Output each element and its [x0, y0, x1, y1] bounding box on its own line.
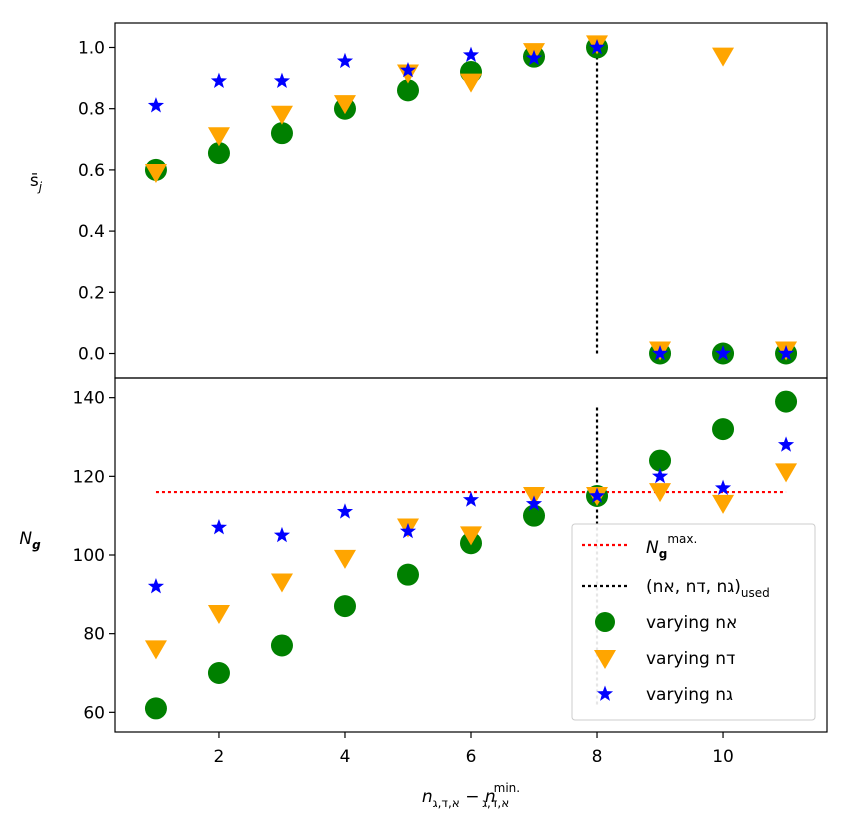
- bottom-circle-point: [270, 634, 293, 657]
- legend-used-label: (nא, nד, nג)used: [646, 577, 770, 600]
- bottom-circle-point: [649, 449, 672, 472]
- bottom-ytick-label: 80: [83, 625, 105, 645]
- bottom-star-point: [651, 467, 669, 484]
- bottom-triangle-down-point: [460, 526, 482, 546]
- top-ytick-label: 1.0: [78, 38, 105, 58]
- bottom-circle-point: [396, 563, 419, 586]
- bottom-ytick-label: 60: [83, 703, 105, 723]
- top-circle-point: [270, 122, 293, 145]
- xtick-label: 10: [712, 747, 734, 767]
- legend-star-swatch: [596, 685, 614, 701]
- top-star-point: [273, 72, 291, 89]
- top-triangle-down-point: [207, 127, 230, 147]
- bottom-star-point: [714, 479, 732, 496]
- bottom-triangle-down-point: [712, 494, 735, 514]
- bottom-triangle-down-point: [270, 573, 293, 593]
- top-star-point: [714, 345, 732, 361]
- top-ylabel: s̄j: [30, 171, 43, 194]
- bottom-star-point: [273, 526, 291, 543]
- top-star-point: [210, 72, 228, 89]
- bottom-triangle-down-point: [775, 463, 798, 483]
- top-ytick-label: 0.4: [78, 222, 105, 242]
- top-ytick-label: 0.0: [78, 345, 105, 365]
- bottom-triangle-down-point: [333, 549, 356, 569]
- bottom-x-ticks: 2 4 6 8 10: [214, 732, 734, 767]
- top-star-point: [462, 46, 480, 63]
- bottom-star-point: [462, 491, 480, 507]
- top-ytick-label: 0.2: [78, 283, 105, 303]
- x-axis-label: nא,ד,ג − nmin. א,ד,ג: [422, 781, 520, 810]
- bottom-star-point: [399, 522, 417, 539]
- bottom-circle-point: [712, 418, 735, 441]
- bottom-circle-point: [144, 697, 167, 720]
- top-ytick-label: 0.6: [78, 161, 105, 181]
- bottom-ytick-label: 140: [73, 389, 105, 409]
- top-circle-point: [207, 142, 230, 165]
- bottom-ytick-label: 120: [73, 467, 105, 487]
- bottom-triangle-down-point: [207, 605, 230, 624]
- bottom-star-point: [525, 495, 543, 511]
- bottom-ytick-label: 100: [73, 546, 105, 566]
- legend-circle-label: varying nא: [646, 613, 737, 633]
- top-star-point: [588, 38, 606, 55]
- top-triangle-down-point: [144, 163, 167, 183]
- bottom-star-point: [336, 503, 354, 519]
- top-triangle-down-point: [333, 95, 356, 115]
- bottom-circle-point: [333, 595, 356, 618]
- bottom-triangle-down-point: [144, 640, 167, 660]
- legend: Ngmax. (nא, nד, nג)used varying nא varyi…: [571, 523, 816, 721]
- top-star-point: [651, 345, 669, 361]
- bottom-star-point: [147, 577, 165, 594]
- top-star-point: [336, 52, 354, 69]
- top-triangle-down-point: [712, 47, 735, 67]
- legend-star-shape: [596, 685, 614, 701]
- top-ytick-label: 0.8: [78, 100, 105, 120]
- legend-box: [571, 523, 816, 721]
- legend-nmax-label: Ngmax.: [646, 532, 697, 561]
- top-circle-point: [396, 79, 419, 102]
- top-star-point: [399, 61, 417, 78]
- top-triangle-down-point: [460, 73, 482, 93]
- bottom-circle-point: [523, 504, 546, 527]
- legend-triangle-swatch: [594, 650, 616, 669]
- bottom-star-point: [777, 436, 795, 452]
- bottom-star-point: [210, 518, 228, 535]
- bottom-ylabel: Ng: [19, 529, 41, 552]
- xtick-label: 2: [214, 747, 225, 767]
- xtick-label: 8: [592, 747, 603, 767]
- top-panel: 0.0 0.2 0.4 0.6 0.8 1.0 s̄j: [30, 22, 828, 379]
- top-star-point: [525, 49, 543, 66]
- bottom-triangle-down-point: [649, 483, 672, 503]
- bottom-markers: [144, 390, 798, 720]
- bottom-circle-point: [775, 390, 798, 413]
- top-triangle-down-point: [270, 105, 293, 125]
- legend-star-label: varying nג: [646, 685, 733, 705]
- bottom-y-ticks: 60 80 100 120 140: [73, 389, 115, 723]
- top-star-point: [147, 97, 165, 113]
- bottom-circle-point: [207, 662, 230, 684]
- xtick-label: 4: [340, 747, 351, 767]
- top-star-point: [777, 345, 795, 361]
- legend-circle-swatch: [595, 612, 615, 632]
- xtick-label: 6: [466, 747, 477, 767]
- top-markers: [144, 35, 798, 365]
- top-y-ticks: 0.0 0.2 0.4 0.6 0.8 1.0: [78, 38, 115, 365]
- bottom-star-point: [588, 487, 606, 503]
- legend-triangle-label: varying nד: [646, 649, 735, 669]
